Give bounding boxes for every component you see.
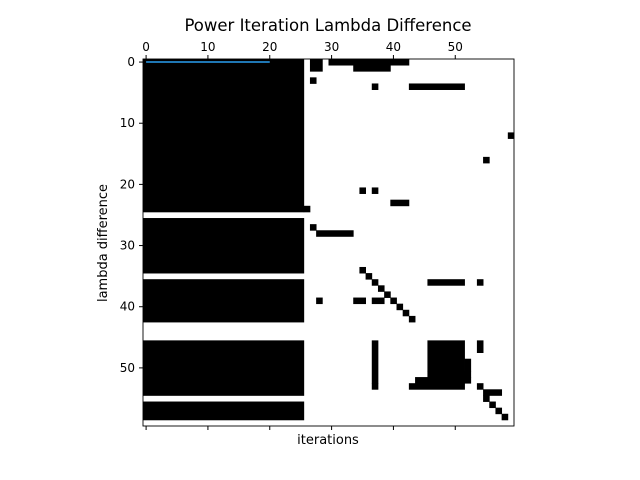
- heatmap-cell: [309, 59, 323, 72]
- heatmap-cell: [396, 303, 404, 311]
- heatmap-cell: [371, 340, 379, 384]
- heatmap-cell: [464, 358, 472, 372]
- heatmap-cell: [402, 309, 410, 317]
- chart-title: Power Iteration Lambda Difference: [184, 16, 471, 35]
- heatmap-cell: [316, 230, 354, 237]
- heatmap-cell: [483, 395, 490, 402]
- heatmap-cell: [408, 383, 465, 390]
- y-tick-label: 20: [120, 177, 135, 191]
- x-tick-label: 50: [448, 40, 463, 54]
- heatmap-cell: [507, 132, 515, 139]
- heatmap-cell: [143, 340, 305, 396]
- heatmap-cell: [371, 83, 379, 90]
- heatmap-cell: [476, 340, 484, 353]
- y-tick-label: 50: [120, 361, 135, 375]
- heatmap-cell: [353, 297, 366, 305]
- x-tick-label: 40: [386, 40, 401, 54]
- heatmap-cell: [353, 59, 391, 72]
- heatmap-cell: [371, 187, 379, 194]
- heatmap-cell: [483, 389, 503, 396]
- heatmap-cell: [316, 297, 323, 305]
- heatmap-cell: [328, 59, 354, 66]
- heatmap-cell: [384, 291, 391, 298]
- heatmap-cell: [371, 279, 379, 286]
- heatmap-cell: [390, 199, 410, 207]
- heatmap-cell: [408, 83, 465, 90]
- heatmap-cell: [495, 407, 503, 415]
- heatmap-cell: [427, 340, 465, 372]
- heatmap-cell: [377, 285, 385, 292]
- y-tick-label: 10: [120, 116, 135, 130]
- heatmap-cell: [415, 377, 472, 384]
- heatmap-cell: [365, 273, 373, 280]
- y-axis-label: lambda difference: [96, 184, 111, 302]
- y-tick-label: 0: [127, 55, 135, 69]
- heatmap-cell: [143, 218, 305, 274]
- heatmap-cell: [303, 205, 311, 213]
- heatmap-cell: [476, 279, 484, 286]
- x-axis-ticks: 0 10 20 30 40 50: [142, 40, 463, 430]
- x-tick-label: 10: [200, 40, 215, 54]
- y-axis-ticks: 0 10 20 30 40 50: [120, 55, 143, 375]
- heatmap-cell: [143, 401, 305, 421]
- heatmap-cell: [489, 401, 496, 409]
- heatmap-cell: [390, 59, 410, 66]
- x-axis-label: iterations: [297, 433, 359, 448]
- x-tick-label: 30: [324, 40, 339, 54]
- heatmap-cell: [143, 59, 305, 213]
- plot-frame: [142, 58, 515, 427]
- heatmap-cell: [309, 224, 317, 231]
- heatmap-cell: [476, 383, 484, 390]
- heatmap-cell: [427, 279, 465, 286]
- heatmap-cell: [309, 77, 317, 84]
- x-tick-label: 0: [142, 40, 150, 54]
- heatmap-cell: [390, 297, 397, 305]
- heatmap-cell: [359, 266, 366, 274]
- y-tick-label: 40: [120, 300, 135, 314]
- cell-group: [143, 59, 515, 421]
- heatmap-cell: [408, 315, 416, 323]
- heatmap-cell: [359, 187, 366, 194]
- heatmap-cell: [371, 297, 385, 305]
- heatmap-cell: [483, 156, 490, 164]
- heatmap-cell: [501, 413, 509, 421]
- y-tick-label: 30: [120, 239, 135, 253]
- heatmap-cell: [427, 370, 472, 378]
- heatmap-cell: [371, 383, 379, 390]
- heatmap-cell: [143, 279, 305, 323]
- x-tick-label: 20: [262, 40, 277, 54]
